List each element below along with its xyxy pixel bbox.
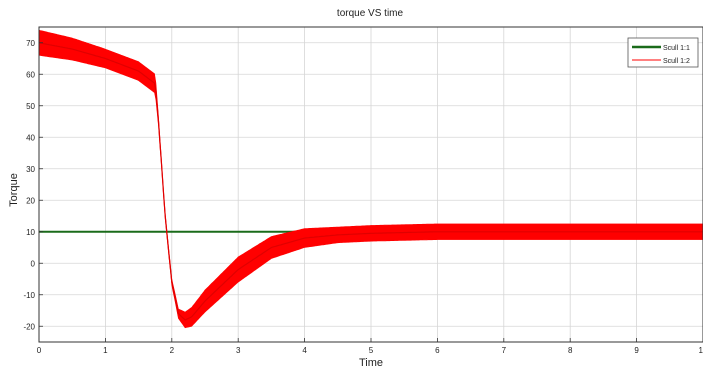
legend-label-scull-1-2: Scull 1:2: [663, 58, 690, 65]
x-tick-label: 2: [170, 346, 175, 355]
y-tick-label: 0: [31, 259, 36, 268]
y-tick-label: 10: [26, 228, 35, 237]
x-axis-label: Time: [359, 357, 383, 369]
series-layer: [38, 29, 703, 329]
x-tick-label: 1: [103, 346, 108, 355]
x-tick-label: 7: [502, 346, 507, 355]
y-tick-label: 30: [26, 165, 35, 174]
tick-labels: 0 1 2 3 4 5 6 7 8 9 10 -20 -10 0 10 20 30 40 50 60 70: [23, 39, 703, 355]
x-tick-label: 10: [699, 346, 703, 355]
y-tick-label: 70: [26, 39, 35, 48]
y-tick-label: 40: [26, 133, 35, 142]
chart-title: torque VS time: [337, 8, 404, 19]
x-tick-label: 3: [236, 346, 241, 355]
y-tick-label: 50: [26, 102, 35, 111]
y-tick-label: -20: [23, 322, 35, 331]
x-tick-label: 8: [568, 346, 573, 355]
y-tick-label: -10: [23, 291, 35, 300]
y-tick-label: 20: [26, 196, 35, 205]
series-band-scull-1-2: [38, 29, 703, 329]
x-tick-label: 5: [369, 346, 374, 355]
x-tick-label: 0: [37, 346, 42, 355]
x-tick-label: 9: [634, 346, 639, 355]
series-line-scull-1-2: [38, 42, 703, 321]
x-tick-label: 4: [302, 346, 307, 355]
legend: Scull 1:1 Scull 1:2: [627, 37, 699, 68]
y-axis-label: Torque: [8, 173, 20, 207]
legend-label-scull-1-1: Scull 1:1: [663, 45, 690, 52]
legend-box: [627, 37, 699, 68]
y-tick-label: 60: [26, 70, 35, 79]
x-tick-label: 6: [435, 346, 440, 355]
